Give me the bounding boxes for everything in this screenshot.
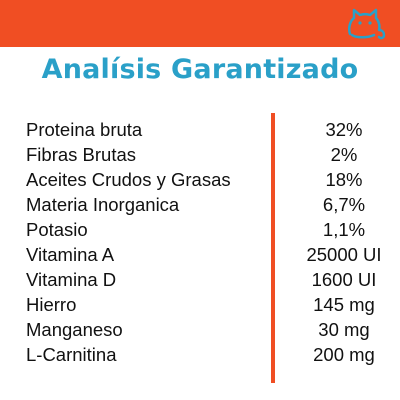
- row-value: 18%: [325, 169, 363, 190]
- table-row: L-Carnitina 200 mg: [0, 342, 400, 367]
- column-divider: [271, 113, 275, 383]
- row-value: 1600 UI: [311, 269, 377, 290]
- row-value: 30 mg: [318, 319, 370, 340]
- row-label: Materia Inorganica: [26, 194, 180, 215]
- row-label: Fibras Brutas: [26, 144, 137, 165]
- table-row: Vitamina A 25000 UI: [0, 242, 400, 267]
- row-label: Manganeso: [26, 319, 123, 340]
- row-label: Hierro: [26, 294, 77, 315]
- row-value: 2%: [330, 144, 358, 165]
- table-row: Proteina bruta 32%: [0, 117, 400, 142]
- header-bar: [0, 0, 400, 47]
- page-title: Analísis Garantizado: [41, 54, 359, 85]
- row-label: Potasio: [26, 219, 88, 240]
- row-value: 6,7%: [322, 194, 366, 215]
- table-row: Fibras Brutas 2%: [0, 142, 400, 167]
- table-row: Materia Inorganica 6,7%: [0, 192, 400, 217]
- row-label: Vitamina A: [26, 244, 115, 265]
- table-row: Vitamina D 1600 UI: [0, 267, 400, 292]
- row-value: 25000 UI: [306, 244, 382, 265]
- row-value: 145 mg: [313, 294, 375, 315]
- row-label: L-Carnitina: [26, 344, 117, 365]
- nutrition-table: Proteina bruta 32% Fibras Brutas 2% Acei…: [0, 117, 400, 367]
- table-row: Manganeso 30 mg: [0, 317, 400, 342]
- row-label: Vitamina D: [26, 269, 117, 290]
- row-value: 32%: [325, 119, 363, 140]
- cat-icon: [347, 8, 386, 40]
- row-value: 1,1%: [322, 219, 366, 240]
- row-label: Proteina bruta: [26, 119, 143, 140]
- row-label: Aceites Crudos y Grasas: [26, 169, 231, 190]
- table-row: Hierro 145 mg: [0, 292, 400, 317]
- row-value: 200 mg: [313, 344, 375, 365]
- table-row: Aceites Crudos y Grasas 18%: [0, 167, 400, 192]
- table-row: Potasio 1,1%: [0, 217, 400, 242]
